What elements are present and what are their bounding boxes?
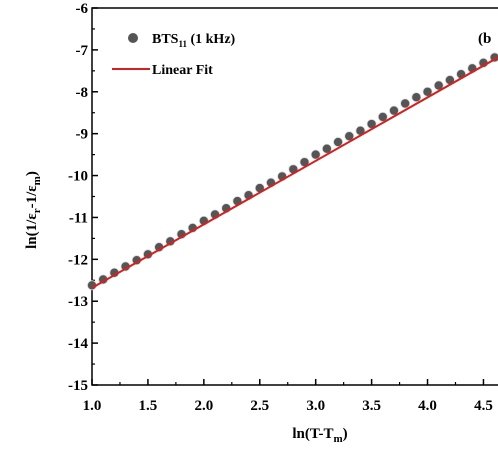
- y-axis-title-p1: ln(1/ε: [24, 213, 40, 249]
- data-point: [400, 98, 411, 109]
- legend-scatter-sub: 11: [178, 39, 187, 49]
- x-axis-title-main: ln(T-T: [292, 426, 333, 442]
- fit-line: [91, 56, 498, 289]
- x-axis-title-sub: m: [333, 433, 342, 445]
- y-tick-label: -8: [76, 85, 89, 101]
- x-axis-title: ln(T-Tm): [292, 426, 347, 445]
- y-axis: -6 -7 -8 -9 -10 -11 -12 -13 -14 -15: [68, 1, 98, 394]
- y-axis-title-s2: m: [31, 176, 43, 185]
- x-tick-label: 2.0: [194, 398, 213, 414]
- y-tick-label: -15: [68, 378, 88, 394]
- linear-fit-series: [91, 56, 498, 289]
- y-tick-label: -6: [76, 1, 89, 17]
- x-tick-label: 4.0: [418, 398, 437, 414]
- x-axis-title-tail: ): [343, 426, 348, 442]
- y-axis-title: ln(1/εr-1/εm): [24, 171, 43, 249]
- y-axis-title-p3: ): [24, 171, 40, 176]
- data-point: [377, 111, 388, 122]
- y-tick-label: -7: [76, 43, 89, 59]
- x-axis: 1.0 1.5 2.0 2.5 3.0 3.5 4.0 4.5: [83, 379, 493, 414]
- x-tick-label: 1.5: [139, 398, 158, 414]
- data-point: [333, 137, 344, 148]
- x-tick-label: 3.5: [362, 398, 381, 414]
- legend-marker-scatter: [128, 33, 138, 43]
- y-axis-title-s1: r: [31, 208, 43, 213]
- legend-scatter-main: BTS: [152, 32, 179, 47]
- y-tick-label: -11: [69, 210, 88, 226]
- data-point: [388, 105, 399, 116]
- y-tick-label: -14: [68, 336, 88, 352]
- x-tick-label: 2.5: [250, 398, 269, 414]
- data-point: [310, 149, 321, 160]
- y-tick-label: -12: [68, 252, 88, 268]
- x-tick-label: 3.0: [306, 398, 325, 414]
- legend: BTS11 (1 kHz) Linear Fit: [112, 32, 236, 78]
- x-tick-label: 4.5: [474, 398, 493, 414]
- panel-label: (b: [478, 31, 491, 47]
- data-point: [411, 92, 422, 103]
- legend-scatter-tail: (1 kHz): [187, 32, 236, 47]
- y-axis-title-p2: -1/ε: [24, 185, 40, 209]
- x-tick-label: 1.0: [83, 398, 102, 414]
- data-point: [321, 143, 332, 154]
- legend-label-scatter: BTS11 (1 kHz): [152, 32, 236, 49]
- y-tick-label: -10: [68, 169, 88, 185]
- legend-label-fit: Linear Fit: [152, 63, 213, 78]
- y-tick-label: -9: [76, 127, 89, 143]
- y-tick-label: -13: [68, 294, 88, 310]
